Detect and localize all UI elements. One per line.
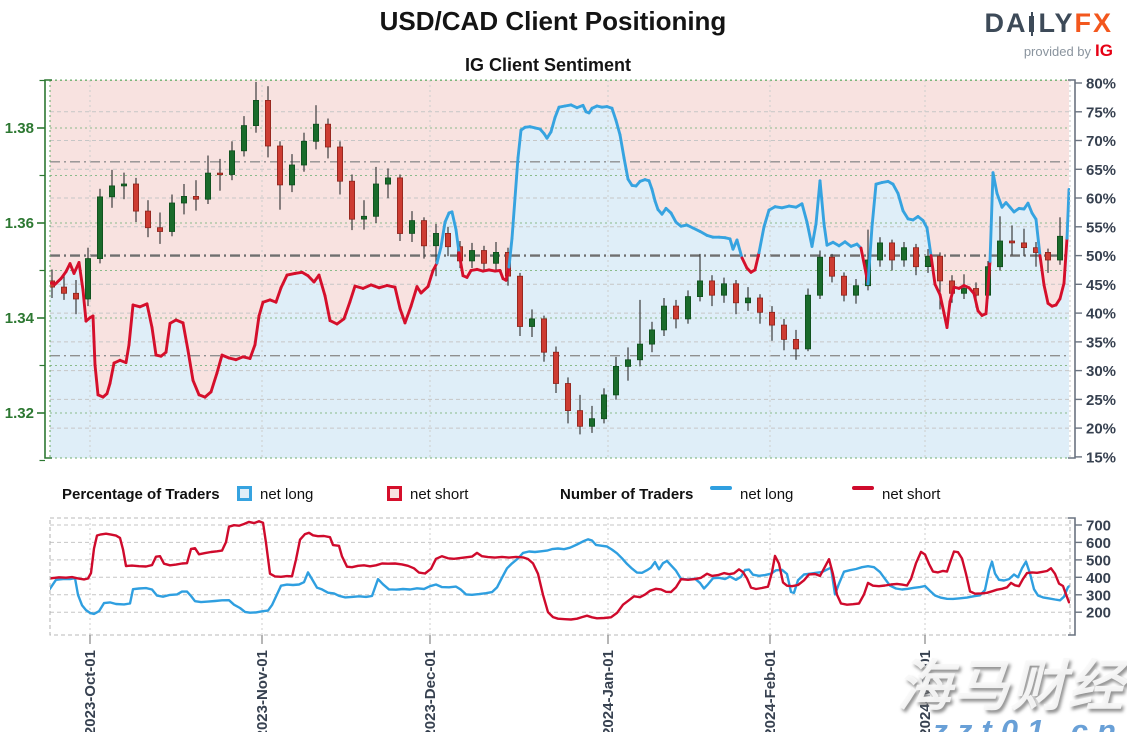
num-short-dash-icon xyxy=(852,486,874,490)
svg-text:40%: 40% xyxy=(1086,306,1116,323)
legend-pct-net-short: net short xyxy=(410,486,469,503)
provided-by-label: provided by xyxy=(1023,44,1092,59)
svg-text:2023-Nov-01: 2023-Nov-01 xyxy=(254,650,271,732)
svg-text:35%: 35% xyxy=(1086,334,1116,351)
svg-text:1.34: 1.34 xyxy=(5,310,35,327)
svg-text:55%: 55% xyxy=(1086,219,1116,236)
svg-text:2023-Dec-01: 2023-Dec-01 xyxy=(422,650,439,732)
svg-text:600: 600 xyxy=(1086,535,1111,552)
svg-text:25%: 25% xyxy=(1086,392,1116,409)
legend-num-net-long: net long xyxy=(740,486,794,503)
svg-text:2024-Feb-01: 2024-Feb-01 xyxy=(762,650,779,732)
svg-text:300: 300 xyxy=(1086,587,1111,604)
svg-text:70%: 70% xyxy=(1086,133,1116,150)
svg-text:80%: 80% xyxy=(1086,76,1116,93)
num-long-dash-icon xyxy=(710,486,732,490)
svg-text:65%: 65% xyxy=(1086,162,1116,179)
dailyfx-logo: DA LY FX provided by IG xyxy=(984,8,1113,61)
legend-pct-net-long: net long xyxy=(260,486,314,503)
svg-text:2024-Mar-01: 2024-Mar-01 xyxy=(917,650,934,732)
svg-text:60%: 60% xyxy=(1086,191,1116,208)
net-long-swatch-icon xyxy=(237,486,252,501)
svg-text:1.38: 1.38 xyxy=(5,120,34,137)
page-title: USD/CAD Client Positioning xyxy=(379,6,727,36)
svg-text:75%: 75% xyxy=(1086,104,1116,121)
chart-subtitle: IG Client Sentiment xyxy=(464,55,632,75)
svg-text:500: 500 xyxy=(1086,552,1111,569)
svg-text:45%: 45% xyxy=(1086,277,1116,294)
candlestick-i-icon xyxy=(1029,11,1035,36)
svg-text:15%: 15% xyxy=(1086,449,1116,466)
svg-text:2024-Jan-01: 2024-Jan-01 xyxy=(600,650,617,732)
logo-text-ly: LY xyxy=(1038,8,1075,38)
svg-text:200: 200 xyxy=(1086,605,1111,622)
svg-text:1.36: 1.36 xyxy=(5,215,34,232)
ig-brand: IG xyxy=(1095,41,1113,60)
svg-text:50%: 50% xyxy=(1086,248,1116,265)
logo-text-da: DA xyxy=(984,8,1028,38)
svg-text:2023-Oct-01: 2023-Oct-01 xyxy=(82,650,99,732)
svg-text:20%: 20% xyxy=(1086,421,1116,438)
legend-percentage-header: Percentage of Traders xyxy=(62,486,220,503)
svg-text:30%: 30% xyxy=(1086,363,1116,380)
svg-text:1.32: 1.32 xyxy=(5,405,34,422)
legend-num-net-short: net short xyxy=(882,486,941,503)
logo-text-fx: FX xyxy=(1074,8,1113,38)
legend-number-header: Number of Traders xyxy=(560,486,694,503)
chart-legend: Percentage of Traders net long net short… xyxy=(0,483,1127,509)
net-short-swatch-icon xyxy=(387,486,402,501)
svg-text:400: 400 xyxy=(1086,570,1111,587)
svg-text:700: 700 xyxy=(1086,518,1111,535)
